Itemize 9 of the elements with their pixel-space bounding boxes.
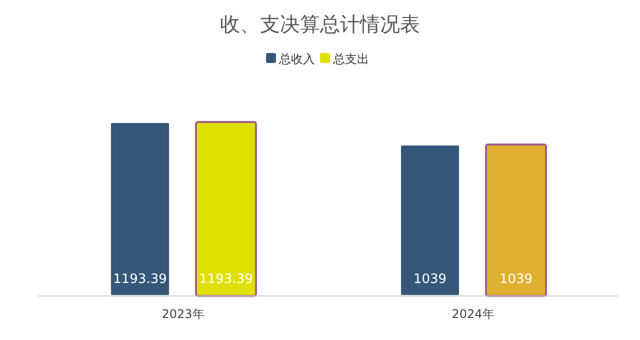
data-label: 1039: [413, 272, 447, 287]
legend-label: 总收入: [278, 52, 315, 66]
x-tick-label: 2024年: [452, 307, 494, 321]
chart-title: 收、支决算总计情况表: [220, 12, 420, 36]
data-label: 1193.39: [113, 272, 167, 287]
data-label: 1039: [499, 272, 533, 287]
data-label: 1193.39: [199, 272, 253, 287]
x-tick-label: 2023年: [162, 307, 204, 321]
legend-label: 总支出: [332, 52, 369, 66]
